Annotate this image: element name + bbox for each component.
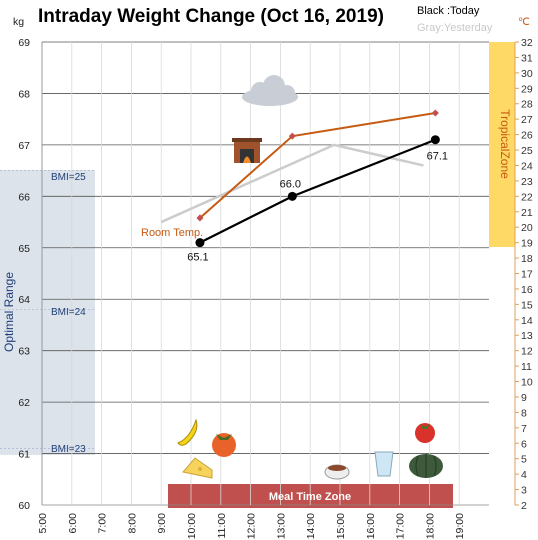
y2-tick-label: 32 bbox=[521, 37, 533, 49]
y2-tick-label: 11 bbox=[521, 361, 532, 373]
water-glass-icon bbox=[374, 451, 394, 477]
x-tick-label: 14:00 bbox=[305, 513, 317, 539]
x-tick-label: 18:00 bbox=[424, 513, 436, 539]
tropical-zone-label: TropicalZone bbox=[498, 109, 512, 179]
tomato-icon bbox=[415, 423, 435, 443]
grid bbox=[0, 41, 489, 506]
y2-tick-label: 9 bbox=[521, 392, 527, 404]
cheese-icon bbox=[182, 457, 213, 479]
y2-tick-label: 21 bbox=[521, 207, 533, 219]
data-point bbox=[196, 214, 204, 222]
y-tick-label: 68 bbox=[18, 88, 30, 100]
series-line-yesterday bbox=[160, 143, 424, 224]
y2-tick-label: 5 bbox=[521, 454, 527, 466]
tropical-zone-band bbox=[489, 42, 515, 247]
y2-tick-label: 14 bbox=[521, 315, 533, 327]
y-unit-right: ℃ bbox=[518, 16, 530, 28]
y2-tick-label: 25 bbox=[521, 145, 533, 157]
series-line-room-temp- bbox=[199, 112, 436, 219]
y-tick-label: 60 bbox=[18, 500, 30, 512]
series-layer: 65.1 66.0 67.1 bbox=[160, 109, 448, 264]
y2-tick-label: 2 bbox=[521, 500, 527, 512]
y2-tick-label: 28 bbox=[521, 99, 533, 111]
y2-tick-label: 8 bbox=[521, 407, 527, 419]
y-tick-label: 61 bbox=[18, 449, 30, 461]
room-temp-label: Room Temp. bbox=[141, 227, 203, 239]
fireplace-icon bbox=[232, 138, 262, 163]
y2-tick-label: 13 bbox=[521, 330, 533, 342]
y2-tick-label: 19 bbox=[521, 238, 533, 250]
chart-title: Intraday Weight Change (Oct 16, 2019) bbox=[38, 6, 384, 27]
y2-tick-label: 30 bbox=[521, 68, 533, 80]
y2-tick-label: 18 bbox=[521, 253, 533, 265]
y2-tick-label: 24 bbox=[521, 160, 533, 172]
x-tick-label: 16:00 bbox=[365, 513, 377, 539]
banana-icon bbox=[177, 418, 198, 446]
y2-tick-label: 27 bbox=[521, 114, 533, 126]
cloud-icon bbox=[242, 75, 298, 106]
x-tick-label: 15:00 bbox=[335, 513, 347, 539]
legend-yesterday: Gray:Yesterday bbox=[417, 22, 493, 34]
x-tick-label: 6:00 bbox=[67, 513, 79, 534]
y-unit-left: kg bbox=[13, 16, 24, 28]
y-tick-label: 64 bbox=[18, 294, 30, 306]
soup-icon bbox=[324, 464, 350, 480]
data-point bbox=[430, 135, 440, 145]
data-label: 66.0 bbox=[280, 178, 301, 190]
data-point bbox=[431, 109, 439, 117]
legend-today: Black :Today bbox=[417, 5, 480, 17]
y2-tick-label: 3 bbox=[521, 485, 527, 497]
y2-tick-label: 17 bbox=[521, 269, 533, 281]
y2-tick-label: 6 bbox=[521, 438, 527, 450]
y2-tick-label: 22 bbox=[521, 191, 533, 203]
data-point bbox=[195, 238, 205, 248]
x-tick-label: 8:00 bbox=[126, 513, 138, 534]
data-label: 67.1 bbox=[427, 151, 448, 163]
bmi-label-25: BMI=25 bbox=[51, 172, 86, 183]
data-point bbox=[288, 132, 296, 140]
y-tick-label: 63 bbox=[18, 346, 30, 358]
y-tick-label: 66 bbox=[18, 191, 30, 203]
y2-tick-label: 29 bbox=[521, 83, 533, 95]
y-tick-label: 62 bbox=[18, 397, 30, 409]
y2-tick-label: 12 bbox=[521, 346, 533, 358]
y-tick-label: 69 bbox=[18, 37, 30, 49]
x-tick-label: 9:00 bbox=[156, 513, 168, 534]
y2-tick-label: 16 bbox=[521, 284, 533, 296]
x-tick-label: 11:00 bbox=[216, 513, 228, 539]
x-tick-label: 10:00 bbox=[186, 513, 198, 539]
x-tick-label: 19:00 bbox=[454, 513, 466, 539]
x-tick-label: 17:00 bbox=[395, 513, 407, 539]
y2-tick-label: 7 bbox=[521, 423, 527, 435]
meal-time-zone-label: Meal Time Zone bbox=[269, 491, 351, 503]
y2-tick-label: 15 bbox=[521, 299, 533, 311]
persimmon-icon bbox=[212, 433, 236, 457]
data-label: 65.1 bbox=[187, 252, 208, 264]
y-tick-label: 67 bbox=[18, 140, 30, 152]
y2-tick-label: 20 bbox=[521, 222, 533, 234]
y2-tick-label: 26 bbox=[521, 130, 533, 142]
x-tick-label: 13:00 bbox=[275, 513, 287, 539]
y2-tick-label: 31 bbox=[521, 52, 533, 64]
optimal-range-band bbox=[0, 170, 95, 455]
y2-tick-label: 10 bbox=[521, 377, 533, 389]
bmi-label-24: BMI=24 bbox=[51, 307, 86, 318]
pumpkin-icon bbox=[409, 454, 443, 478]
x-tick-label: 12:00 bbox=[246, 513, 258, 539]
data-point bbox=[287, 191, 297, 201]
y-tick-label: 65 bbox=[18, 243, 30, 255]
y2-tick-label: 4 bbox=[521, 469, 527, 481]
y2-tick-label: 23 bbox=[521, 176, 533, 188]
x-tick-label: 7:00 bbox=[97, 513, 109, 534]
bmi-label-23: BMI=23 bbox=[51, 444, 86, 455]
x-tick-label: 5:00 bbox=[37, 513, 49, 534]
optimal-range-label: Optimal Range bbox=[2, 272, 16, 352]
